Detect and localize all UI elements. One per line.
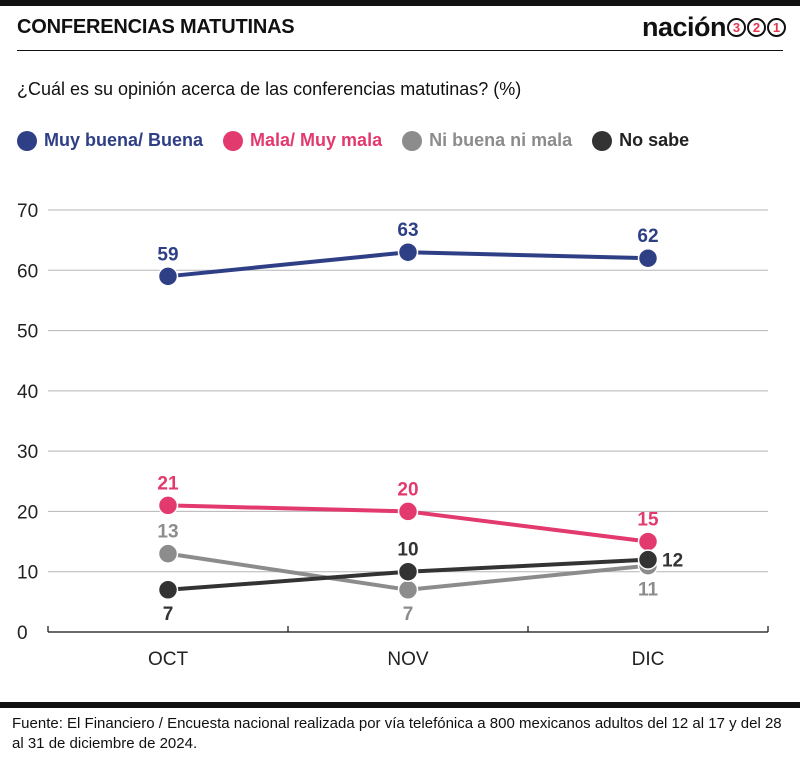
data-label: 7 — [163, 604, 174, 625]
data-label: 20 — [397, 479, 418, 500]
x-tick-label: DIC — [632, 649, 665, 670]
legend-item-no-sabe: No sabe — [592, 130, 689, 151]
data-label: 59 — [157, 244, 178, 265]
x-tick-label: NOV — [387, 649, 429, 670]
legend-label: Ni buena ni mala — [429, 130, 573, 150]
data-point — [637, 531, 659, 552]
data-point — [637, 549, 659, 570]
header-divider — [17, 50, 783, 51]
y-tick-label: 10 — [17, 563, 38, 584]
data-point — [157, 579, 179, 601]
legend-swatch — [223, 130, 244, 151]
top-bar — [0, 0, 800, 6]
data-label: 15 — [637, 510, 659, 531]
data-label: 12 — [662, 551, 683, 572]
y-tick-label: 70 — [17, 201, 38, 222]
legend-item-mala: Mala/ Muy mala — [223, 130, 382, 151]
y-tick-label: 0 — [17, 623, 28, 644]
legend-swatch — [402, 130, 423, 151]
y-tick-label: 20 — [17, 502, 38, 523]
line-chart: 0 10 20 30 40 50 60 70 OCT NOV DIC 59 63 62 21 20 15 13 7… — [17, 201, 769, 670]
y-tick-label: 30 — [17, 442, 38, 463]
page-title: CONFERENCIAS MATUTINAS — [17, 16, 295, 38]
data-point — [397, 241, 419, 263]
data-point — [397, 501, 419, 522]
data-label: 63 — [397, 220, 418, 241]
data-label: 21 — [157, 473, 179, 494]
data-point — [157, 495, 179, 516]
data-label: 62 — [637, 226, 658, 247]
legend-item-muy-buena: Muy buena/ Buena — [17, 130, 203, 151]
legend-swatch — [592, 130, 613, 151]
brand-logo: nación 3 2 1 — [642, 10, 786, 44]
chart-question: ¿Cuál es su opinión acerca de las confer… — [17, 79, 522, 99]
data-label: 7 — [403, 604, 414, 625]
data-label: 11 — [638, 580, 659, 601]
x-tick-label: OCT — [148, 649, 189, 670]
legend-label: No sabe — [619, 130, 690, 150]
source-note: Fuente: El Financiero / Encuesta naciona… — [12, 715, 782, 752]
data-label: 10 — [397, 540, 418, 561]
brand-digit-3: 3 — [727, 17, 746, 37]
legend-item-ni-buena: Ni buena ni mala — [402, 130, 572, 151]
y-tick-label: 40 — [17, 382, 38, 403]
data-point — [397, 579, 419, 601]
footer-bar — [0, 702, 800, 708]
data-point — [157, 543, 179, 564]
legend-label: Mala/ Muy mala — [250, 130, 383, 150]
y-tick-label: 50 — [17, 322, 38, 343]
data-point — [637, 247, 659, 269]
legend-swatch — [17, 130, 37, 151]
brand-digit-1: 1 — [767, 17, 786, 37]
brand-digit-2: 2 — [747, 17, 766, 37]
chart-legend: Muy buena/ Buena Mala/ Muy mala Ni buena… — [17, 130, 709, 151]
data-point — [157, 266, 179, 287]
data-point — [397, 561, 419, 582]
data-label: 13 — [157, 522, 178, 543]
legend-label: Muy buena/ Buena — [44, 130, 204, 150]
brand-word: nación — [641, 11, 727, 42]
y-tick-label: 60 — [17, 261, 38, 282]
